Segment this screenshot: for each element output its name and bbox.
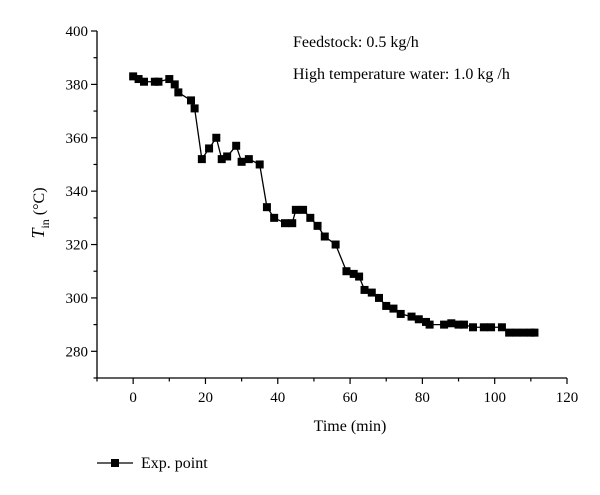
data-point: [170, 80, 179, 89]
data-point: [382, 301, 391, 310]
data-point: [154, 77, 163, 86]
x-tick-label: 100: [483, 390, 506, 406]
data-point: [396, 309, 405, 318]
legend-marker: [111, 459, 119, 467]
data-point: [342, 267, 351, 276]
y-tick-label: 400: [66, 24, 89, 40]
x-tick-label: 40: [270, 390, 285, 406]
y-axis-title: Tin (°C): [28, 187, 52, 238]
x-axis-title: Time (min): [314, 418, 387, 435]
series-line-0: [132, 75, 535, 334]
y-tick-label: 380: [66, 77, 89, 93]
data-point: [447, 319, 456, 328]
data-point: [414, 315, 423, 324]
data-point: [375, 293, 383, 302]
data-point: [454, 320, 463, 329]
x-tick-label: 0: [129, 390, 137, 406]
annotation-feedstock: Feedstock: 0.5 kg/h: [293, 34, 419, 51]
data-point: [360, 285, 369, 294]
x-tick-label: 20: [198, 390, 213, 406]
annotation-water: High temperature water: 1.0 kg /h: [293, 66, 510, 83]
data-point: [237, 157, 246, 166]
data-point: [291, 205, 300, 214]
y-tick-label: 320: [66, 238, 89, 254]
data-point: [487, 323, 496, 332]
y-axis-title-sub: in: [38, 219, 52, 228]
data-point: [174, 88, 183, 97]
data-point: [217, 155, 226, 164]
legend-label: Exp. point: [141, 455, 208, 472]
axes: 0 20 40 60 80 100 120 280 300 320 340 360 380 400: [66, 24, 579, 406]
x-tick-label: 120: [556, 390, 579, 406]
data-point: [313, 221, 322, 230]
data-point: [440, 320, 449, 329]
data-point: [331, 240, 340, 249]
y-tick-label: 300: [66, 291, 89, 307]
data-point: [232, 141, 241, 150]
data-point: [519, 328, 528, 337]
data-point: [512, 328, 521, 337]
y-tick-label: 340: [66, 184, 89, 200]
data-point: [255, 160, 264, 169]
data-point: [530, 328, 539, 337]
data-point: [320, 232, 329, 241]
data-point: [212, 133, 221, 142]
data-point: [299, 205, 308, 214]
data-point: [262, 203, 271, 212]
data-point: [459, 320, 468, 329]
data-point: [306, 213, 315, 222]
data-point: [367, 288, 376, 297]
data-point: [165, 75, 174, 84]
data-point: [349, 269, 358, 278]
y-axis-title-main: T: [28, 227, 48, 239]
data-point: [505, 328, 514, 337]
data-point: [187, 96, 195, 105]
legend: Exp. point: [97, 455, 208, 472]
data-point: [281, 219, 289, 228]
data-point: [223, 152, 232, 161]
x-tick-label: 80: [415, 390, 430, 406]
series-layer: [129, 72, 539, 337]
x-tick-label: 60: [343, 390, 358, 406]
data-point: [497, 323, 506, 332]
data-point: [140, 77, 148, 86]
data-point: [389, 304, 398, 313]
data-point: [425, 320, 434, 329]
y-tick-label: 360: [66, 131, 89, 147]
data-point: [469, 323, 477, 332]
data-point: [134, 75, 143, 84]
data-point: [270, 213, 279, 222]
data-point: [479, 323, 488, 332]
data-point: [288, 219, 297, 228]
data-point: [129, 72, 138, 81]
y-tick-label: 280: [66, 344, 89, 360]
data-point: [190, 104, 199, 113]
y-axis-title-unit: (°C): [31, 187, 48, 219]
data-point: [407, 312, 416, 321]
data-point: [197, 155, 206, 164]
data-point: [355, 272, 364, 281]
data-point: [205, 144, 214, 153]
data-point: [244, 155, 253, 164]
